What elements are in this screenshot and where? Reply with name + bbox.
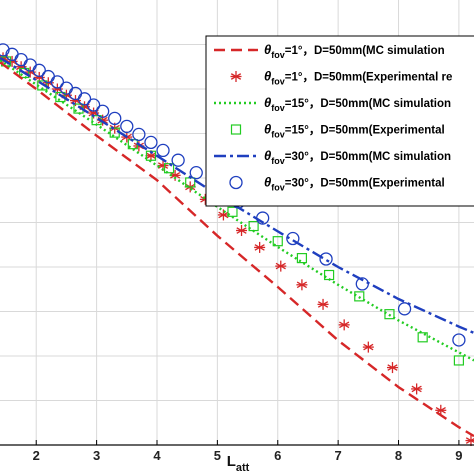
x-tick-label-9: 9 (455, 448, 462, 463)
legend-item-4: θfov=15°，D=50mm(Experimental (230, 122, 445, 140)
legend-label-1: θfov=1°，D=50mm(MC simulation (264, 42, 445, 60)
series-2-point-26 (338, 319, 350, 331)
series-1-line (0, 61, 474, 438)
x-tick-label-5: 5 (214, 448, 221, 463)
x-tick-label-7: 7 (335, 448, 342, 463)
legend-text-4: =15°，D=50mm(Experimental (285, 125, 445, 137)
series-6-point-14 (132, 127, 146, 142)
series-6-point-12 (108, 111, 122, 126)
x-tick-label-8: 8 (395, 448, 402, 463)
series-4-point-14 (272, 236, 283, 247)
series-2-point-15 (145, 150, 157, 162)
legend-symbol-sub-4: fov (271, 130, 285, 140)
x-axis-label-main: L (227, 453, 236, 470)
legend-label-6: θfov=30°，D=50mm(Experimental (264, 175, 445, 193)
series-3 (0, 59, 474, 362)
legend-swatch-4 (230, 124, 242, 135)
series-6-point-16 (156, 143, 170, 158)
series-2-point-25 (317, 298, 329, 310)
legend-box (205, 35, 474, 207)
legend-symbol-sub-3: fov (271, 103, 285, 113)
series-4-point-19 (417, 332, 428, 343)
series-6-point-13 (120, 119, 134, 134)
series-4-point-1 (19, 67, 30, 79)
legend-swatch-6 (229, 175, 243, 190)
series-6-point-18 (189, 166, 203, 180)
series-6-point-11 (95, 104, 110, 118)
series-1 (0, 61, 474, 438)
series-4-point-16 (323, 269, 335, 281)
series-6-point-9 (77, 92, 92, 106)
x-tick-labels: 2 3 4 5 6 7 8 9 (33, 440, 463, 463)
legend-symbol-sub-1: fov (271, 50, 285, 60)
plot-frame (0, 444, 474, 446)
series-6-point-25 (397, 302, 412, 316)
legend-symbol-sub-5: fov (271, 156, 285, 166)
series-4-point-17 (354, 291, 365, 302)
series-2-point-22 (254, 241, 266, 253)
legend-symbol-2: θ (264, 69, 271, 84)
legend-text-3: =15°，D=50mm(MC simulation (285, 98, 451, 110)
legend-item-3: θfov=15°，D=50mm(MC simulation (214, 95, 451, 113)
x-tick-label-6: 6 (274, 448, 281, 463)
legend-symbol-4: θ (264, 122, 271, 137)
series-2-point-28 (386, 362, 398, 374)
legend-text-5: =30°，D=50mm(MC simulation (285, 151, 451, 163)
legend-symbol-sub-2: fov (271, 77, 285, 87)
legend-label-3: θfov=15°，D=50mm(MC simulation (264, 95, 451, 113)
series-4-point-15 (296, 253, 308, 264)
legend-text-6: =30°，D=50mm(Experimental (285, 178, 445, 190)
legend-item-5: θfov=30°，D=50mm(MC simulation (214, 148, 451, 166)
legend-label-5: θfov=30°，D=50mm(MC simulation (264, 148, 451, 166)
legend-label-4: θfov=15°，D=50mm(Experimental (264, 122, 445, 140)
legend-symbol-5: θ (264, 148, 271, 163)
series-2-point-20 (217, 209, 229, 221)
series-2-point-21 (236, 225, 248, 237)
series-6-point-22 (286, 231, 300, 246)
series-6-point-17 (171, 153, 185, 167)
series-2-point-27 (362, 341, 374, 353)
series-6-point-10 (86, 98, 101, 112)
legend-symbol-3: θ (264, 95, 271, 110)
legend-item-1: θfov=1°，D=50mm(MC simulation (214, 42, 445, 60)
legend-swatch-2 (230, 71, 242, 82)
series-4-point-18 (384, 309, 395, 320)
legend-item-6: θfov=30°，D=50mm(Experimental (229, 175, 445, 193)
legend-item-2: θfov=1°，D=50mm(Experimental re (230, 69, 452, 87)
x-tick-label-3: 3 (93, 448, 100, 463)
series-5-line (0, 56, 474, 335)
series-6-point-23 (319, 252, 333, 266)
series-4-point-9 (163, 163, 175, 174)
series-6-point-4 (32, 63, 46, 77)
series-3-line (0, 59, 474, 362)
series-4-point-20 (453, 355, 465, 366)
legend-text-1: =1°，D=50mm(MC simulation (285, 45, 445, 57)
legend-symbol-sub-6: fov (271, 183, 285, 193)
legend: θfov=1°，D=50mm(MC simulationθfov=1°，D=50… (205, 35, 474, 207)
x-axis-label-sub: att (236, 462, 250, 474)
series-2-point-29 (411, 383, 423, 395)
series-2-point-23 (275, 260, 287, 272)
series-2-point-24 (296, 279, 308, 291)
legend-symbol-1: θ (264, 42, 271, 57)
legend-symbol-6: θ (264, 175, 271, 190)
legend-label-2: θfov=1°，D=50mm(Experimental re (264, 69, 452, 87)
x-axis-label: Latt (227, 453, 250, 474)
series-6-point-15 (144, 135, 158, 150)
series-2-point-31 (465, 435, 474, 447)
series-6-point-6 (50, 75, 65, 89)
x-tick-label-4: 4 (153, 448, 161, 463)
series-5 (0, 56, 474, 335)
series-6-point-26 (452, 333, 466, 347)
legend-text-2: =1°，D=50mm(Experimental re (285, 72, 453, 84)
x-tick-label-2: 2 (33, 448, 40, 463)
